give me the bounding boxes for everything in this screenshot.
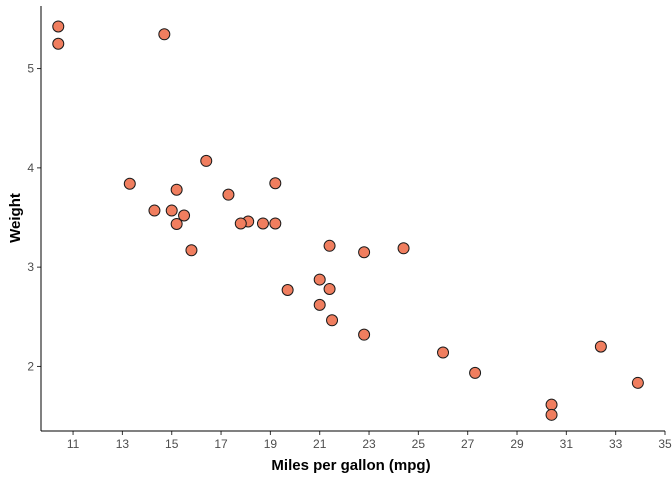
data-point: [170, 183, 183, 196]
x-tick-label: 23: [362, 437, 376, 451]
data-point: [148, 204, 161, 217]
x-tick-label: 31: [560, 437, 574, 451]
x-tick-label: 29: [510, 437, 524, 451]
x-tick-label: 27: [461, 437, 475, 451]
data-points: [52, 20, 644, 421]
data-point: [178, 209, 191, 222]
data-point: [52, 20, 65, 33]
data-point: [323, 283, 336, 296]
data-point: [165, 204, 178, 217]
data-point: [545, 408, 558, 421]
data-point: [437, 346, 450, 359]
data-point: [158, 28, 171, 41]
x-tick-label: 19: [264, 437, 278, 451]
data-point: [170, 217, 183, 230]
data-point: [256, 217, 269, 230]
x-tick-label: 25: [412, 437, 426, 451]
data-point: [234, 217, 247, 230]
data-point: [323, 239, 336, 252]
x-tick-label: 17: [214, 437, 228, 451]
data-point: [358, 328, 371, 341]
data-point: [313, 273, 326, 286]
y-tick-label: 4: [27, 161, 34, 175]
x-tick-label: 11: [67, 437, 80, 451]
data-point: [52, 37, 65, 50]
data-point: [185, 244, 198, 257]
y-tick-label: 3: [27, 260, 34, 274]
y-axis-ticks: 2 3 4 5: [27, 62, 41, 373]
data-point: [631, 376, 644, 389]
data-point: [200, 154, 213, 167]
data-point: [397, 242, 410, 255]
data-point: [123, 177, 136, 190]
data-point: [358, 246, 371, 259]
data-point: [269, 217, 282, 230]
x-tick-label: 15: [165, 437, 179, 451]
x-tick-label: 21: [313, 437, 327, 451]
x-axis-title: Miles per gallon (mpg): [271, 457, 430, 474]
data-point: [469, 366, 482, 379]
data-point: [594, 340, 607, 353]
y-tick-label: 2: [27, 359, 34, 373]
data-point: [281, 283, 294, 296]
data-point: [313, 298, 326, 311]
y-tick-label: 5: [27, 62, 34, 76]
data-point: [545, 398, 558, 411]
data-point: [326, 314, 339, 327]
x-tick-label: 13: [116, 437, 130, 451]
data-point: [269, 177, 282, 190]
x-axis-ticks: 11 13 15 17 19 21 23 25 27 29 31 33 35: [67, 431, 672, 451]
data-point: [222, 188, 235, 201]
x-tick-label: 35: [658, 437, 672, 451]
x-tick-label: 33: [609, 437, 623, 451]
y-axis-title: Weight: [7, 193, 24, 243]
